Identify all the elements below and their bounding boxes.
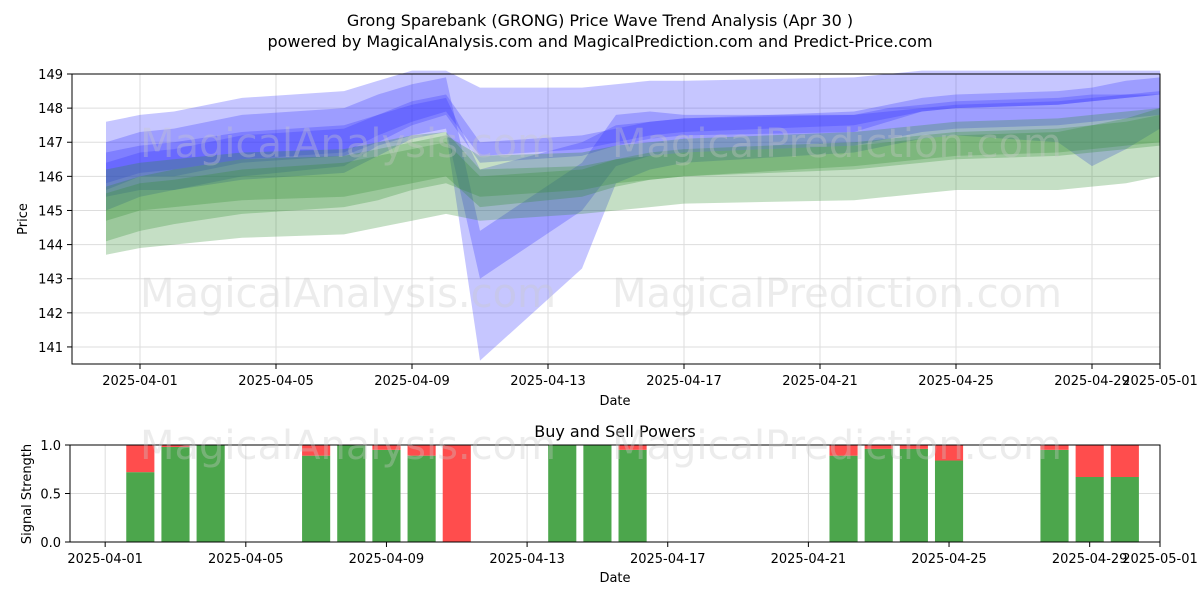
price-wave-bands [106,70,1160,361]
sell-power-bar [1040,445,1069,450]
top-plot-axes: 2025-04-01 2025-04-05 2025-04-09 2025-04-13… [38,68,1198,389]
top-y-tick-label: 142 [38,307,63,322]
buy-power-bar [934,460,964,542]
sell-power-bar [934,445,964,461]
sell-power-bar [161,445,190,447]
top-plot-grid [72,73,1161,364]
top-y-tick-label: 145 [38,204,63,219]
top-x-tick-label: 2025-04-01 [102,374,178,389]
blue-wave-band [106,77,1160,361]
sell-power-bar [1110,445,1139,478]
top-y-tick-label: 141 [38,341,63,356]
blue-wave-band [106,77,1160,184]
top-x-tick-label: 2025-05-01 [1122,374,1198,389]
bottom-x-tick-label: 2025-04-21 [771,552,847,567]
top-y-tick-label: 143 [38,273,63,288]
chart-subtitle: powered by MagicalAnalysis.com and Magic… [267,32,932,51]
sell-power-bar [864,445,893,449]
buy-power-bar [583,445,612,542]
watermark-text: MagicalAnalysis.com [140,271,556,317]
blue-wave-band [106,91,1160,279]
top-y-tick-label: 146 [38,170,63,185]
sell-power-bar [829,445,858,456]
sell-power-bar [126,445,155,473]
bottom-y-tick-label: 0.0 [40,536,61,551]
bottom-x-tick-label: 2025-04-29 [1052,552,1128,567]
bottom-x-axis-label: Date [599,571,630,586]
watermark-text: MagicalAnalysis.com [140,121,556,167]
top-x-tick-label: 2025-04-17 [646,374,722,389]
top-x-tick-label: 2025-04-21 [782,374,858,389]
bottom-x-tick-label: 2025-04-13 [489,552,565,567]
top-x-tick-label: 2025-04-09 [374,374,450,389]
signal-bars [126,445,1139,542]
buy-power-bar [1075,477,1104,542]
chart-title: Grong Sparebank (GRONG) Price Wave Trend… [347,11,853,30]
blue-wave-band [106,70,1160,190]
top-x-tick-label: 2025-04-13 [510,374,586,389]
sell-power-bar [1075,445,1104,478]
buy-power-bar [126,472,155,542]
bottom-x-tick-label: 2025-04-05 [208,552,284,567]
buy-power-bar [337,445,366,542]
buy-power-bar [618,449,647,542]
top-x-tick-label: 2025-04-29 [1054,374,1130,389]
top-y-tick-label: 144 [38,239,63,254]
top-plot-frame [71,73,1161,365]
watermark-text: MagicalPrediction.com [612,121,1062,167]
buy-power-bar [407,455,436,542]
buy-power-bar [161,446,190,542]
sell-power-bar [899,445,928,449]
buy-power-bar [196,445,225,542]
buy-power-bar [829,455,858,542]
top-x-tick-label: 2025-04-05 [238,374,314,389]
green-wave-band [106,108,1160,255]
bottom-x-tick-label: 2025-04-01 [67,552,143,567]
sell-power-bar [407,445,436,456]
sell-power-bar [618,445,647,450]
top-y-tick-label: 149 [38,68,63,83]
bottom-plot-frame [69,444,1161,543]
bottom-y-tick-label: 1.0 [40,439,61,454]
buy-power-bar [1110,477,1139,542]
sell-power-bar [442,445,471,542]
buy-power-bar [899,448,928,542]
buy-power-bar [548,445,577,542]
top-y-axis-label: Price [16,203,31,235]
bottom-x-tick-label: 2025-05-01 [1122,552,1198,567]
buy-power-bar [302,455,331,542]
sell-power-bar [302,445,331,456]
watermark-text: MagicalPrediction.com [612,423,1062,469]
sell-power-bar [372,445,401,450]
watermark-layer: MagicalAnalysis.com MagicalPrediction.com… [140,121,1062,469]
top-y-tick-label: 148 [38,102,63,117]
watermark-text: MagicalAnalysis.com [140,423,556,469]
bottom-y-axis-label: Signal Strength [20,444,35,544]
bottom-y-tick-label: 0.5 [40,488,61,503]
top-x-tick-label: 2025-04-25 [918,374,994,389]
bottom-x-tick-label: 2025-04-17 [630,552,706,567]
green-wave-band [106,114,1160,221]
top-y-tick-label: 147 [38,136,63,151]
bottom-plot-axes: 2025-04-01 2025-04-05 2025-04-09 2025-04-13… [40,439,1197,567]
bottom-x-tick-label: 2025-04-25 [911,552,987,567]
top-x-axis-label: Date [599,394,630,409]
bottom-x-tick-label: 2025-04-09 [349,552,425,567]
buy-power-bar [864,448,893,542]
watermark-text: MagicalPrediction.com [612,271,1062,317]
buy-power-bar [372,449,401,542]
buy-power-bar [1040,449,1069,542]
bottom-chart-title: Buy and Sell Powers [534,422,696,441]
green-wave-band [106,108,1160,242]
